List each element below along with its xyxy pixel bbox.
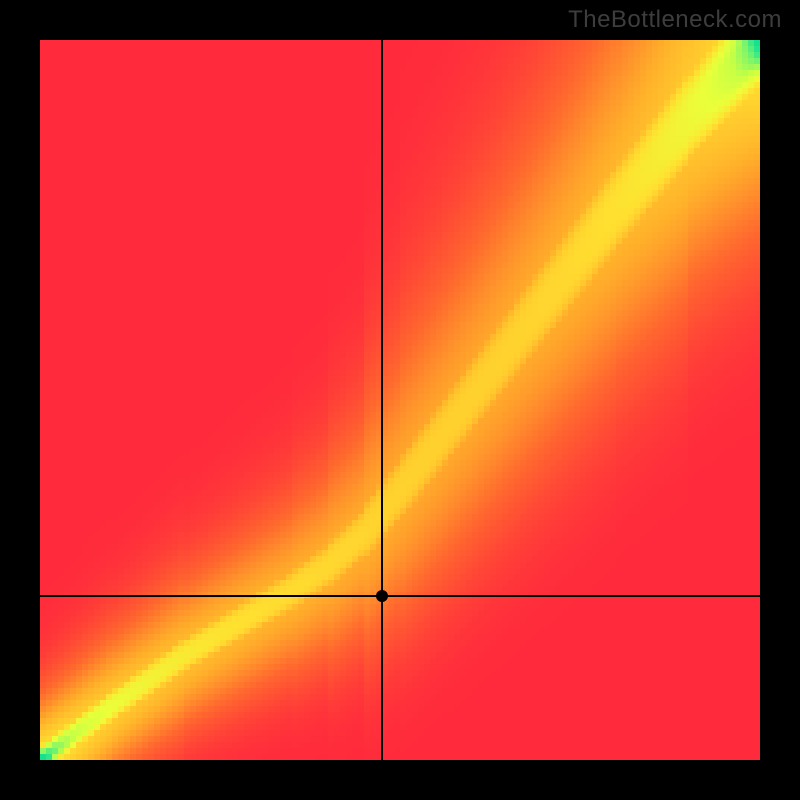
attribution-text: TheBottleneck.com (568, 6, 782, 34)
chart-container: TheBottleneck.com (0, 0, 800, 800)
crosshair-horizontal (40, 595, 760, 597)
crosshair-marker (376, 590, 388, 602)
plot-area (40, 40, 760, 760)
crosshair-vertical (381, 40, 383, 760)
heatmap-canvas (40, 40, 760, 760)
